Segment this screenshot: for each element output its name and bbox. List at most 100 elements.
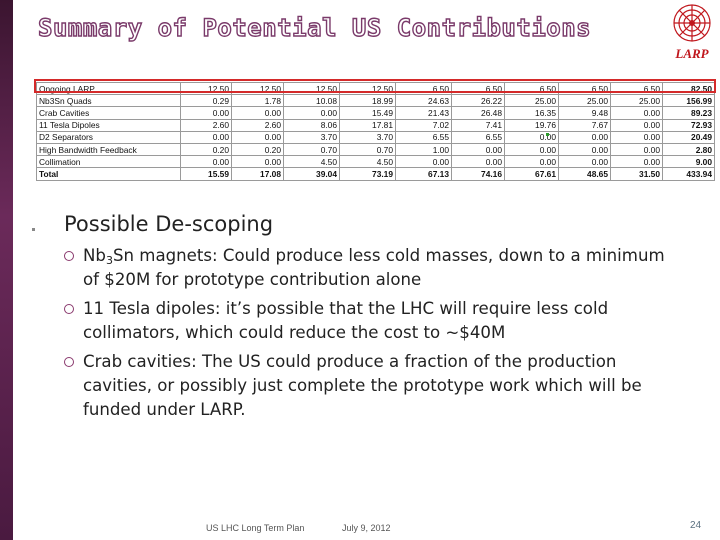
logo-text: LARP — [675, 46, 709, 61]
table-cell: 0.29 — [180, 94, 232, 108]
left-accent-bar — [0, 0, 13, 540]
table-cell: 0.00 — [610, 142, 663, 157]
table-cell: 48.65 — [558, 167, 611, 181]
table-cell: 156.99 — [662, 94, 715, 108]
budget-table-body: Ongoing LARP 12.50 12.50 12.50 12.50 6.50 6.50… — [36, 81, 715, 181]
row-label: 11 Tesla Dipoles — [36, 118, 181, 132]
table-row: Collimation 0.00 0.00 4.50 4.50 0.00 0.00 0.00 0… — [36, 155, 715, 169]
row-label: Nb3Sn Quads — [36, 94, 181, 108]
table-cell: 3.70 — [283, 130, 340, 144]
table-row: 11 Tesla Dipoles 2.60 2.60 8.06 17.81 7.02 7.4… — [36, 118, 715, 132]
page-number: 24 — [690, 520, 702, 531]
table-cell: 26.48 — [451, 106, 505, 120]
table-cell: 6.50 — [451, 81, 505, 96]
table-cell: 6.50 — [395, 81, 452, 96]
table-cell: 10.08 — [283, 94, 340, 108]
table-cell: 0.00 — [610, 155, 663, 169]
table-cell: 0.00 — [283, 106, 340, 120]
table-cell: 2.60 — [180, 118, 232, 132]
table-cell: 433.94 — [662, 167, 715, 181]
table-cell: 1.78 — [231, 94, 284, 108]
circle-bullet-icon — [64, 357, 74, 367]
table-cell: 82.50 — [662, 81, 715, 96]
table-cell: 2.60 — [231, 118, 284, 132]
table-cell: 0.00 — [504, 142, 559, 157]
budget-table: Ongoing LARP 12.50 12.50 12.50 12.50 6.50 6.50… — [36, 81, 715, 181]
table-cell: 0.00 — [180, 130, 232, 144]
row-label: Crab Cavities — [36, 106, 181, 120]
larp-emblem-icon — [673, 4, 711, 42]
table-cell: 25.00 — [558, 94, 611, 108]
cell-marker — [546, 133, 549, 136]
table-cell: 0.00 — [231, 106, 284, 120]
table-cell: 25.00 — [610, 94, 663, 108]
table-cell: 0.00 — [395, 155, 452, 169]
row-label: High Bandwidth Feedback — [36, 142, 181, 157]
table-cell: 6.55 — [395, 130, 452, 144]
table-cell: 0.00 — [231, 130, 284, 144]
table-cell: 0.00 — [180, 155, 232, 169]
table-cell: 0.00 — [504, 130, 559, 144]
table-cell: 74.16 — [451, 167, 505, 181]
circle-bullet-icon — [64, 251, 74, 261]
bullet-crab-cavities: Crab cavities: The US could produce a fr… — [64, 350, 684, 422]
table-cell: 0.20 — [231, 142, 284, 157]
table-cell: 24.63 — [395, 94, 452, 108]
row-label: Ongoing LARP — [36, 81, 181, 96]
table-cell: 31.50 — [610, 167, 663, 181]
table-cell: 16.35 — [504, 106, 559, 120]
table-cell: 26.22 — [451, 94, 505, 108]
table-cell: 0.00 — [451, 142, 505, 157]
table-cell: 25.00 — [504, 94, 559, 108]
table-row: Total 15.59 17.08 39.04 73.19 67.13 74.16 67.61… — [36, 167, 715, 181]
table-cell: 4.50 — [283, 155, 340, 169]
section-heading: Possible De-scoping — [64, 212, 274, 236]
row-label: Collimation — [36, 155, 181, 169]
table-cell: 12.50 — [180, 81, 232, 96]
table-cell: 0.00 — [558, 155, 611, 169]
table-cell: 0.70 — [339, 142, 396, 157]
table-cell: 0.20 — [180, 142, 232, 157]
larp-logo: LARP — [668, 2, 716, 66]
table-cell: 6.50 — [610, 81, 663, 96]
table-cell: 0.70 — [283, 142, 340, 157]
table-cell: 15.59 — [180, 167, 232, 181]
table-cell: 7.02 — [395, 118, 452, 132]
bullet-11-tesla: 11 Tesla dipoles: it’s possible that the… — [64, 297, 684, 345]
table-cell: 89.23 — [662, 106, 715, 120]
bullet-text: 11 Tesla dipoles: it’s possible that the… — [83, 299, 609, 342]
table-cell: 0.00 — [558, 130, 611, 144]
table-cell: 0.00 — [610, 106, 663, 120]
bullet-marker-icon — [32, 228, 35, 231]
table-cell: 0.00 — [451, 155, 505, 169]
table-cell: 15.49 — [339, 106, 396, 120]
slide-title: Summary of Potential US Contributions — [37, 13, 592, 42]
table-cell: 7.67 — [558, 118, 611, 132]
table-cell: 17.81 — [339, 118, 396, 132]
table-cell: 1.00 — [395, 142, 452, 157]
table-cell: 19.76 — [504, 118, 559, 132]
table-cell: 18.99 — [339, 94, 396, 108]
row-label: Total — [36, 167, 181, 181]
table-cell: 39.04 — [283, 167, 340, 181]
table-cell: 67.13 — [395, 167, 452, 181]
bullet-text: Crab cavities: The US could produce a fr… — [83, 352, 642, 419]
table-cell: 73.19 — [339, 167, 396, 181]
table-row: D2 Separators 0.00 0.00 3.70 3.70 6.55 6.55 0.0… — [36, 130, 715, 144]
table-cell: 2.80 — [662, 142, 715, 157]
footer-date: July 9, 2012 — [342, 523, 391, 533]
table-cell: 0.00 — [610, 130, 663, 144]
table-cell: 21.43 — [395, 106, 452, 120]
table-cell: 9.00 — [662, 155, 715, 169]
table-cell: 6.50 — [558, 81, 611, 96]
table-cell: 12.50 — [283, 81, 340, 96]
table-cell: 8.06 — [283, 118, 340, 132]
table-row: Ongoing LARP 12.50 12.50 12.50 12.50 6.50 6.50… — [36, 81, 715, 96]
table-cell: 6.55 — [451, 130, 505, 144]
table-cell: 20.49 — [662, 130, 715, 144]
table-cell: 17.08 — [231, 167, 284, 181]
circle-bullet-icon — [64, 304, 74, 314]
bullet-text: Nb3Sn magnets: Could produce less cold m… — [83, 246, 665, 289]
table-cell: 0.00 — [504, 155, 559, 169]
table-row: Crab Cavities 0.00 0.00 0.00 15.49 21.43 26.48… — [36, 106, 715, 120]
